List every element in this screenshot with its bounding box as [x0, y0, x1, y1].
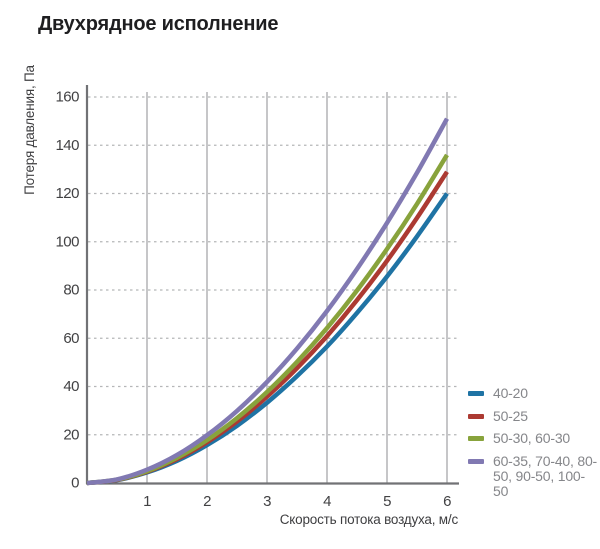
x-tick-label: 5 [383, 493, 391, 510]
legend-item: 50-25 [468, 407, 598, 424]
x-tick-label: 4 [323, 493, 331, 510]
legend-swatch [468, 458, 484, 464]
legend-swatch [468, 436, 484, 441]
y-tick-label: 140 [55, 137, 79, 154]
legend-item: 40-20 [468, 386, 598, 401]
y-tick-label: 100 [55, 233, 79, 250]
y-axis-label: Потеря давления, Па [22, 64, 37, 194]
legend-label: 40-20 [493, 385, 528, 401]
chart-legend: 40-20 50-25 50-30, 60-30 60-35, 70-40, 80-5… [468, 386, 598, 506]
y-tick-label: 40 [63, 378, 79, 395]
legend-label: 50-30, 60-30 [493, 430, 570, 446]
legend-swatch [468, 391, 484, 396]
legend-item: 60-35, 70-40, 80-50, 90-50, 100-50 [468, 452, 598, 499]
legend-item: 50-30, 60-30 [468, 431, 598, 446]
y-tick-label: 80 [63, 282, 79, 299]
legend-label: 60-35, 70-40, 80-50, 90-50, 100-50 [493, 452, 598, 499]
y-tick-label: 20 [63, 426, 79, 443]
legend-label: 50-25 [493, 407, 528, 424]
x-tick-label: 3 [263, 493, 271, 510]
y-tick-label: 120 [55, 185, 79, 202]
x-tick-label: 1 [143, 493, 151, 510]
y-tick-label: 160 [55, 89, 79, 106]
x-tick-label: 6 [443, 493, 451, 510]
y-tick-label: 0 [71, 475, 79, 492]
chart-title: Двухрядное исполнение [38, 13, 279, 35]
x-tick-label: 2 [203, 493, 211, 510]
x-axis-label: Скорость потока воздуха, м/с [280, 512, 459, 527]
legend-swatch [468, 413, 484, 419]
curve-series-3 [86, 117, 449, 486]
y-tick-label: 60 [63, 330, 79, 347]
